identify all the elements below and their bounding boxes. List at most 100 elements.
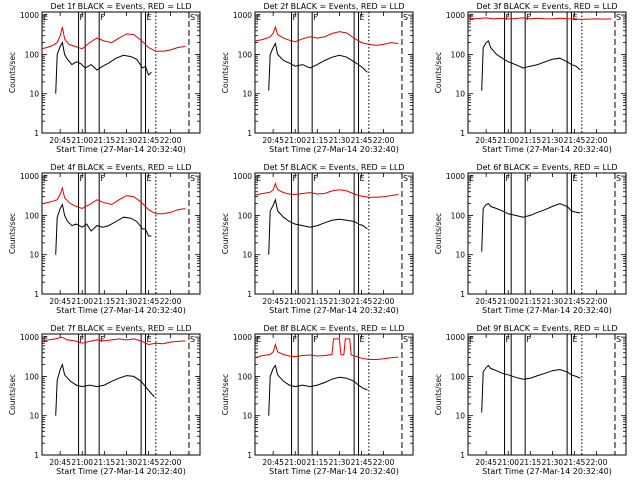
x-tick-label: 21:45 bbox=[351, 297, 373, 306]
y-tick-label: 1000 bbox=[233, 333, 252, 342]
marker-label: E bbox=[573, 335, 578, 344]
marker-label: F bbox=[100, 13, 105, 22]
x-tick-label: 22:00 bbox=[586, 458, 608, 467]
marker-label: S bbox=[616, 174, 621, 183]
panel-title: Det 8f BLACK = Events, RED = LLD bbox=[263, 324, 404, 333]
marker-label: F bbox=[526, 13, 531, 22]
marker-label: E bbox=[573, 174, 578, 183]
y-tick-label: 1000 bbox=[233, 172, 252, 181]
marker-label: F bbox=[100, 335, 105, 344]
panel-title: Det 5f BLACK = Events, RED = LLD bbox=[263, 163, 404, 172]
y-tick-label: 100 bbox=[451, 372, 466, 381]
x-tick-label: 21:45 bbox=[138, 297, 160, 306]
y-tick-label: 100 bbox=[451, 50, 466, 59]
y-tick-label: 10 bbox=[29, 412, 39, 421]
x-tick-label: 21:00 bbox=[497, 458, 519, 467]
detector-panel-9: Det 9f BLACK = Events, RED = LLD 1 10 100 10… bbox=[434, 324, 627, 476]
panel-title: Det 6f BLACK = Events, RED = LLD bbox=[476, 163, 617, 172]
marker-label: F bbox=[293, 174, 298, 183]
x-axis-label: Start Time (27-Mar-14 20:32:40) bbox=[482, 306, 612, 315]
y-tick-label: 1000 bbox=[446, 333, 465, 342]
x-tick-label: 20:45 bbox=[475, 297, 497, 306]
x-tick-label: 22:00 bbox=[160, 297, 182, 306]
marker-label: S bbox=[190, 13, 195, 22]
y-tick-label: 1 bbox=[247, 290, 252, 299]
y-axis-label: Counts/sec bbox=[8, 213, 17, 254]
detector-panel-5: Det 5f BLACK = Events, RED = LLD 1 10 100 10… bbox=[221, 163, 414, 315]
marker-label: F bbox=[313, 335, 318, 344]
x-tick-label: 20:45 bbox=[262, 458, 284, 467]
x-axis-label: Start Time (27-Mar-14 20:32:40) bbox=[56, 467, 186, 476]
detector-panel-2: Det 2f BLACK = Events, RED = LLD 1 10 100 10… bbox=[221, 2, 414, 154]
marker-label: E bbox=[573, 13, 578, 22]
y-tick-label: 100 bbox=[451, 211, 466, 220]
lld-series-line bbox=[41, 336, 186, 346]
x-tick-label: 20:45 bbox=[475, 136, 497, 145]
x-tick-label: 21:30 bbox=[329, 458, 351, 467]
x-tick-label: 21:00 bbox=[71, 297, 93, 306]
marker-label: F bbox=[100, 174, 105, 183]
y-tick-label: 10 bbox=[455, 90, 465, 99]
x-tick-label: 21:00 bbox=[71, 136, 93, 145]
detector-panel-1: Det 1f BLACK = Events, RED = LLD 1 10 100 10… bbox=[8, 2, 201, 154]
x-tick-label: 21:15 bbox=[94, 458, 116, 467]
x-tick-label: 21:15 bbox=[307, 136, 329, 145]
x-tick-label: 21:30 bbox=[116, 458, 138, 467]
marker-label: E bbox=[147, 13, 152, 22]
detector-panel-4: Det 4f BLACK = Events, RED = LLD 1 10 100 10… bbox=[8, 163, 201, 315]
plot-frame bbox=[467, 172, 627, 295]
y-tick-label: 100 bbox=[25, 211, 40, 220]
y-tick-label: 10 bbox=[29, 251, 39, 260]
x-tick-label: 22:00 bbox=[373, 458, 395, 467]
events-series-line bbox=[268, 364, 368, 416]
events-series-line bbox=[481, 364, 581, 413]
plot-frame bbox=[41, 333, 201, 456]
x-tick-label: 22:00 bbox=[373, 136, 395, 145]
y-axis-label: Counts/sec bbox=[434, 213, 443, 254]
y-axis-label: Counts/sec bbox=[8, 52, 17, 93]
marker-label: F bbox=[80, 335, 85, 344]
plot-frame bbox=[41, 11, 201, 134]
marker-label: E bbox=[256, 174, 261, 183]
x-tick-label: 22:00 bbox=[160, 458, 182, 467]
plot-frame bbox=[254, 333, 414, 456]
x-tick-label: 21:45 bbox=[351, 458, 373, 467]
x-tick-label: 21:00 bbox=[497, 297, 519, 306]
x-tick-label: 21:45 bbox=[564, 136, 586, 145]
marker-label: E bbox=[147, 335, 152, 344]
marker-label: E bbox=[43, 174, 48, 183]
x-tick-label: 21:15 bbox=[94, 136, 116, 145]
y-tick-label: 10 bbox=[242, 251, 252, 260]
marker-label: E bbox=[43, 13, 48, 22]
marker-label: S bbox=[616, 13, 621, 22]
panel-title: Det 1f BLACK = Events, RED = LLD bbox=[50, 2, 191, 11]
x-axis-label: Start Time (27-Mar-14 20:32:40) bbox=[482, 467, 612, 476]
panel-title: Det 2f BLACK = Events, RED = LLD bbox=[263, 2, 404, 11]
x-tick-label: 20:45 bbox=[49, 458, 71, 467]
plot-frame bbox=[467, 11, 627, 134]
x-tick-label: 21:30 bbox=[542, 458, 564, 467]
plot-frame bbox=[467, 333, 627, 456]
x-axis-label: Start Time (27-Mar-14 20:32:40) bbox=[269, 306, 399, 315]
detector-panel-8: Det 8f BLACK = Events, RED = LLD 1 10 100 10… bbox=[221, 324, 414, 476]
x-tick-label: 22:00 bbox=[160, 136, 182, 145]
y-tick-label: 10 bbox=[29, 90, 39, 99]
panel-title: Det 4f BLACK = Events, RED = LLD bbox=[50, 163, 191, 172]
plot-frame bbox=[41, 172, 201, 295]
x-tick-label: 21:15 bbox=[307, 297, 329, 306]
events-series-line bbox=[481, 202, 581, 252]
x-axis-label: Start Time (27-Mar-14 20:32:40) bbox=[269, 467, 399, 476]
y-tick-label: 10 bbox=[242, 412, 252, 421]
x-tick-label: 21:45 bbox=[564, 297, 586, 306]
x-tick-label: 20:45 bbox=[49, 297, 71, 306]
marker-label: F bbox=[313, 13, 318, 22]
events-series-line bbox=[55, 203, 152, 255]
x-axis-label: Start Time (27-Mar-14 20:32:40) bbox=[269, 145, 399, 154]
marker-label: F bbox=[80, 13, 85, 22]
marker-label: F bbox=[313, 174, 318, 183]
lld-series-line bbox=[41, 26, 186, 52]
y-tick-label: 10 bbox=[242, 90, 252, 99]
marker-label: S bbox=[616, 335, 621, 344]
x-tick-label: 21:45 bbox=[564, 458, 586, 467]
